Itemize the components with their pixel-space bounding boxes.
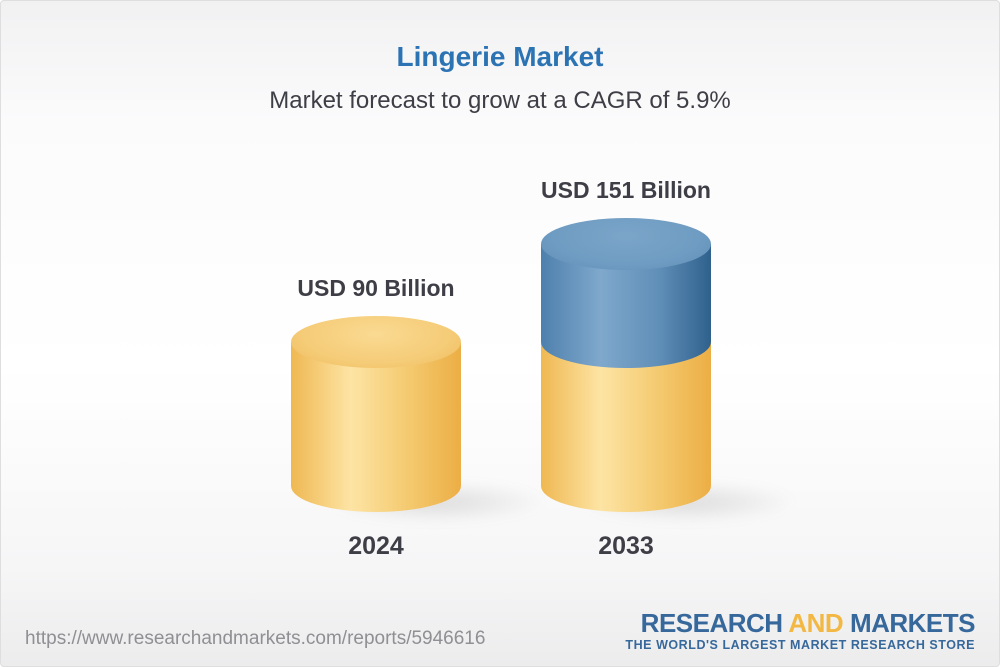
bar-value-label-2024: USD 90 Billion xyxy=(297,275,455,301)
researchandmarkets-logo: RESEARCH AND MARKETS THE WORLD'S LARGEST… xyxy=(625,609,975,652)
cylinder-segment-gold xyxy=(291,342,461,512)
logo-word-and: AND xyxy=(788,608,844,638)
bar-shadow xyxy=(571,480,801,524)
x-axis-label-2033: 2033 xyxy=(598,532,654,560)
bar-shadow xyxy=(321,480,551,524)
cylinder-segment-gold xyxy=(541,342,711,512)
x-axis-label-2024: 2024 xyxy=(348,532,404,560)
cylinder-segment-blue xyxy=(541,244,711,368)
chart-subtitle: Market forecast to grow at a CAGR of 5.9… xyxy=(269,87,731,114)
logo-wordmark: RESEARCH AND MARKETS xyxy=(625,608,976,638)
cylinder-top xyxy=(291,316,461,368)
chart-title: Lingerie Market xyxy=(396,41,604,72)
report-url: https://www.researchandmarkets.com/repor… xyxy=(25,628,486,649)
bar-value-label-2033: USD 151 Billion xyxy=(541,177,711,204)
logo-tagline: THE WORLD'S LARGEST MARKET RESEARCH STOR… xyxy=(625,638,975,652)
cylinder-top xyxy=(541,218,711,271)
logo-word-markets: MARKETS xyxy=(849,608,976,638)
logo-word-research: RESEARCH xyxy=(640,608,783,638)
